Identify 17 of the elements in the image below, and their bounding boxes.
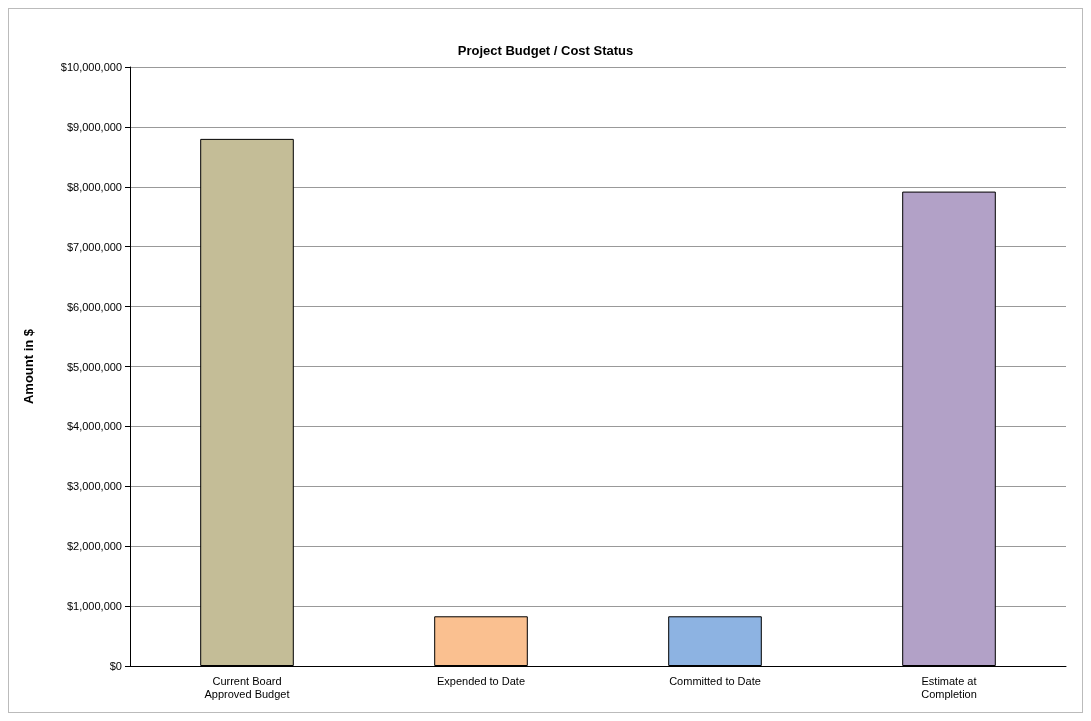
y-tick-label: $8,000,000 (66, 180, 122, 193)
x-tick-label: Current Board Approved Budget (204, 674, 290, 700)
y-tick-label: $3,000,000 (66, 480, 122, 493)
y-tick-label: $2,000,000 (66, 540, 122, 553)
y-axis-title: Amount in $ (21, 328, 36, 405)
y-tick-label: $10,000,000 (60, 61, 122, 73)
y-tick-label: $5,000,000 (66, 360, 122, 373)
y-tick-label: $6,000,000 (66, 300, 122, 313)
chart-title: Project Budget / Cost Status (457, 43, 634, 58)
y-tick-label: $1,000,000 (66, 600, 122, 613)
x-tick-label: Estimate at Completion (921, 674, 977, 700)
x-tick-label: Expended to Date (436, 674, 526, 687)
y-tick-label: $4,000,000 (66, 420, 122, 433)
y-tick-label: $0 (109, 660, 122, 672)
y-tick-label: $9,000,000 (66, 120, 122, 133)
y-tick-label: $7,000,000 (66, 240, 122, 253)
x-tick-label: Committed to Date (669, 674, 761, 687)
